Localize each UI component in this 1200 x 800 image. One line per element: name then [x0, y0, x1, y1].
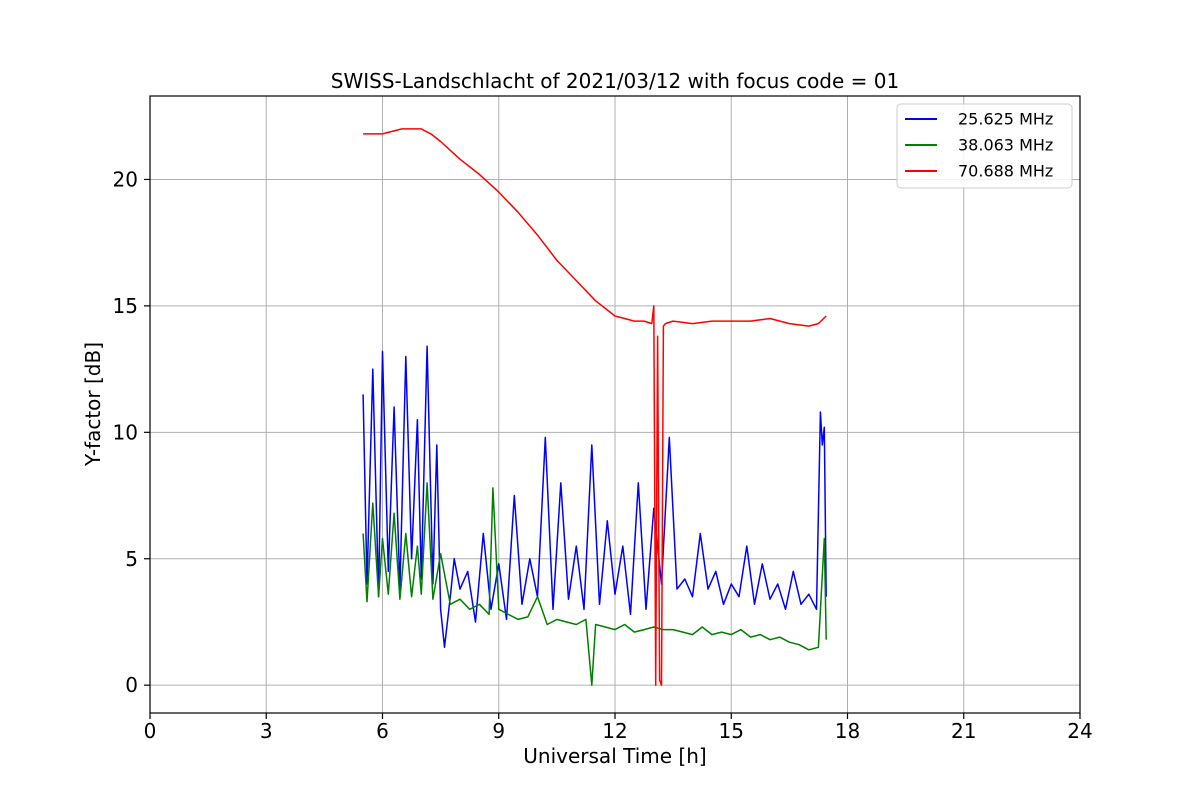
- legend-label-3: 70.688 MHz: [958, 162, 1053, 181]
- x-tick-label: 3: [260, 719, 273, 743]
- y-tick-label: 15: [113, 294, 138, 318]
- y-tick-label: 10: [113, 420, 138, 444]
- x-tick-label: 18: [835, 719, 860, 743]
- axis-ticks: 0 3 6 9 12 15 18 21 24 0 5 10 15 20: [113, 167, 1093, 743]
- chart-title: SWISS-Landschlacht of 2021/03/12 with fo…: [331, 69, 899, 93]
- series-group: [362, 128, 827, 686]
- x-tick-label: 12: [602, 719, 627, 743]
- x-tick-label: 0: [144, 719, 157, 743]
- x-tick-label: 24: [1067, 719, 1092, 743]
- legend-label-2: 38.063 MHz: [958, 136, 1053, 155]
- y-axis-label: Y-factor [dB]: [81, 342, 105, 467]
- x-axis-label: Universal Time [h]: [523, 744, 706, 768]
- y-tick-label: 0: [125, 673, 138, 697]
- series-line-2: [362, 482, 827, 686]
- y-tick-label: 5: [125, 547, 138, 571]
- legend-box: [896, 103, 1073, 189]
- y-tick-label: 20: [113, 167, 138, 191]
- legend-label-1: 25.625 MHz: [958, 110, 1053, 129]
- x-tick-label: 21: [951, 719, 976, 743]
- x-tick-label: 15: [719, 719, 744, 743]
- series-line-1: [362, 345, 827, 649]
- legend: 25.625 MHz 38.063 MHz 70.688 MHz: [896, 103, 1073, 189]
- x-tick-label: 9: [492, 719, 505, 743]
- series-line-3: [363, 128, 827, 686]
- x-tick-label: 6: [376, 719, 389, 743]
